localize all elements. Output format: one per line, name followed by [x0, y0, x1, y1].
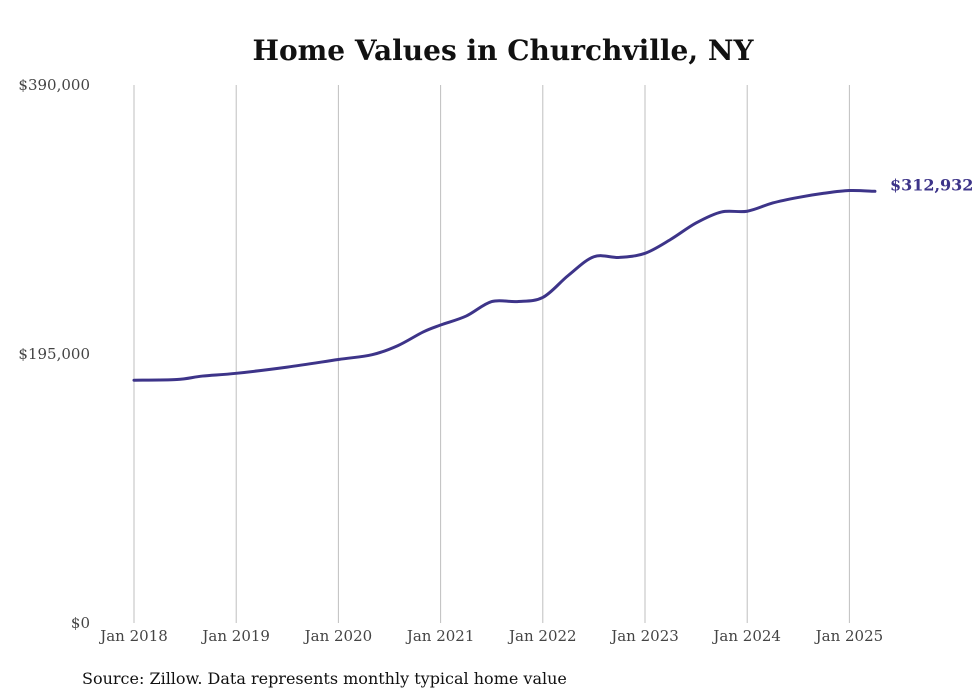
x-axis-ticks: Jan 2018 Jan 2019 Jan 2020 Jan 2021 Jan 2022…: [98, 627, 883, 645]
y-axis-ticks: $0 $195,000 $390,000: [18, 76, 90, 632]
x-tick-label-1: Jan 2019: [200, 627, 270, 645]
x-tick-label-7: Jan 2025: [814, 627, 884, 645]
y-tick-label-2: $390,000: [18, 76, 90, 94]
series-lines: [132, 188, 877, 382]
end-value-label: $312,932: [890, 175, 974, 194]
series-line-0: [132, 188, 877, 382]
y-tick-label-0: $0: [71, 614, 90, 632]
y-tick-label-1: $195,000: [18, 345, 90, 363]
gridlines: [133, 85, 850, 623]
x-tick-label-3: Jan 2021: [405, 627, 475, 645]
x-tick-label-0: Jan 2018: [98, 627, 168, 645]
x-tick-label-5: Jan 2023: [609, 627, 679, 645]
x-tick-label-6: Jan 2024: [711, 627, 781, 645]
x-tick-label-2: Jan 2020: [303, 627, 373, 645]
source-note: Source: Zillow. Data represents monthly …: [82, 669, 567, 688]
x-tick-label-4: Jan 2022: [507, 627, 577, 645]
chart-title: Home Values in Churchville, NY: [253, 34, 755, 67]
